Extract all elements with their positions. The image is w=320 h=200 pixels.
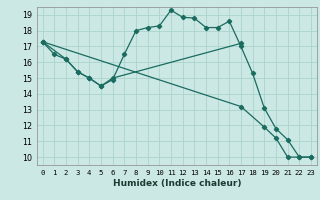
X-axis label: Humidex (Indice chaleur): Humidex (Indice chaleur) [113,179,241,188]
